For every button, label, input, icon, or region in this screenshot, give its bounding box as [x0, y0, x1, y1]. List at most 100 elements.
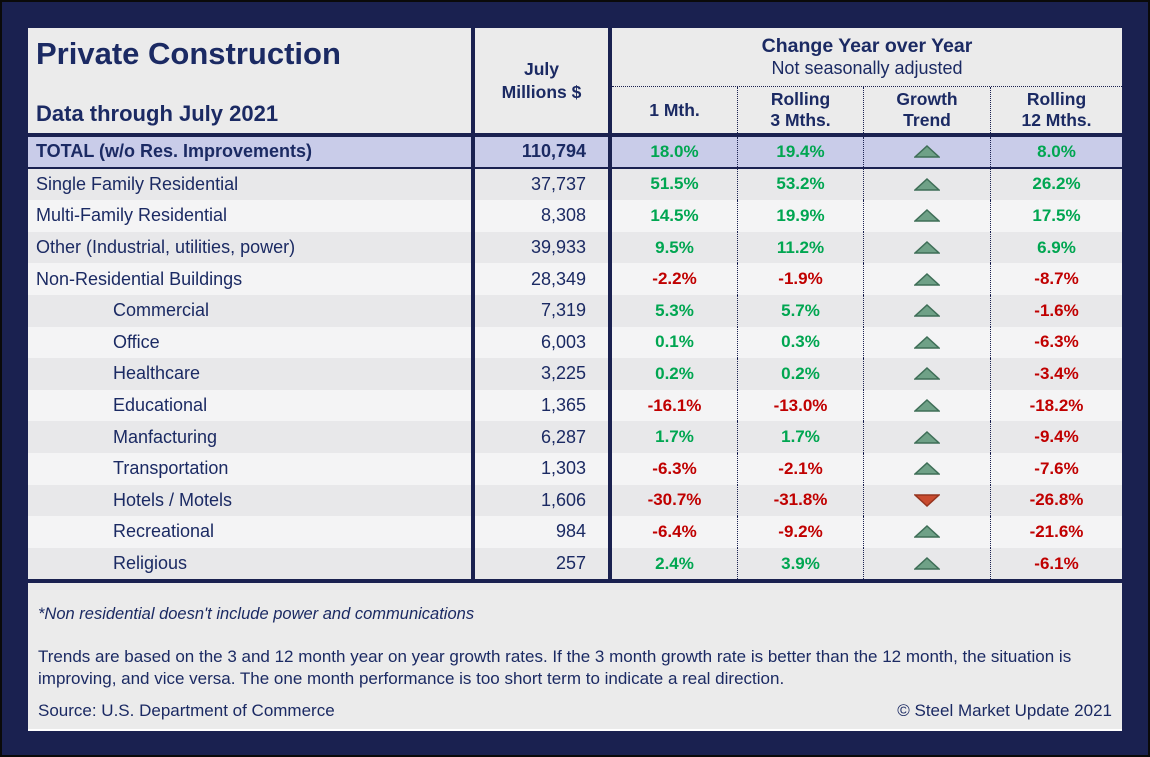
row-rolling-3mth-pct: -31.8% [737, 484, 863, 517]
row-rolling-3mth-pct: 53.2% [737, 168, 863, 201]
table-row: Transportation 1,303 -6.3% -2.1% -7.6% [28, 452, 1122, 485]
row-1mth-pct: 51.5% [650, 174, 699, 194]
change-yoy-group: Change Year over Year Not seasonally adj… [612, 28, 1122, 133]
row-label: Recreational [28, 516, 475, 548]
row-label: Non-Residential Buildings [28, 263, 475, 295]
row-growth-trend [863, 137, 990, 167]
trend-up-icon [914, 399, 940, 412]
trend-up-icon [914, 335, 940, 349]
row-value-millions: 39,933 [475, 231, 612, 264]
row-growth-trend [863, 263, 990, 295]
row-value-millions: 7,319 [475, 294, 612, 327]
row-rolling-3mth-pct: 3.9% [737, 547, 863, 580]
group-title: Change Year over Year [761, 35, 973, 57]
row-rolling-3mth-pct: 1.7% [737, 421, 863, 453]
row-growth-trend [863, 389, 990, 422]
trend-up-icon [914, 304, 940, 318]
row-value-millions: 37,737 [475, 168, 612, 201]
row-label: Religious [28, 547, 475, 580]
row-label: Healthcare [28, 358, 475, 390]
footer-bottom-row: Source: U.S. Department of Commerce © St… [38, 701, 1112, 721]
row-growth-trend [863, 547, 990, 580]
row-rolling-12mth-pct: -9.4% [990, 421, 1122, 453]
non-residential-note: *Non residential doesn't include power a… [38, 605, 475, 624]
row-rolling-3mth-pct: -2.1% [737, 452, 863, 485]
table-body: TOTAL (w/o Res. Improvements) 110,794 18… [28, 137, 1122, 584]
row-rolling-3mth-pct: -1.9% [737, 263, 863, 295]
row-growth-trend [863, 484, 990, 517]
column-header-rolling-12mths: Rolling 12 Mths. [990, 87, 1122, 133]
row-rolling-3mth-pct: 11.2% [737, 231, 863, 264]
row-growth-trend [863, 452, 990, 485]
trend-up-icon [914, 367, 940, 381]
row-value-millions: 1,365 [475, 389, 612, 422]
row-rolling-12mth-pct: -8.7% [990, 263, 1122, 295]
row-value-millions: 984 [475, 516, 612, 548]
row-rolling-12mth-pct: -3.4% [990, 358, 1122, 390]
row-1mth-pct: 0.2% [655, 363, 694, 383]
table-row: Single Family Residential 37,737 51.5% 5… [28, 168, 1122, 201]
trend-up-icon [914, 241, 940, 254]
row-value-millions: 6,003 [475, 326, 612, 359]
column-header-line2: Millions $ [501, 81, 582, 102]
trend-up-icon [914, 209, 940, 223]
copyright-text: © Steel Market Update 2021 [897, 701, 1112, 720]
row-1mth-pct: -2.2% [652, 269, 697, 289]
row-value-millions: 1,606 [475, 484, 612, 517]
table-row: Office 6,003 0.1% 0.3% -6.3% [28, 326, 1122, 359]
row-growth-trend [863, 358, 990, 390]
row-label: Educational [28, 389, 475, 422]
row-rolling-3mth-pct: -13.0% [737, 389, 863, 422]
row-1mth-pct: -6.3% [652, 458, 697, 478]
row-growth-trend [863, 326, 990, 359]
page-subtitle: Data through July 2021 [36, 101, 279, 126]
row-label: Office [28, 326, 475, 359]
row-value-millions: 28,349 [475, 263, 612, 295]
trends-explainer: Trends are based on the 3 and 12 month y… [38, 647, 1072, 689]
row-rolling-12mth-pct: 26.2% [990, 168, 1122, 201]
row-growth-trend [863, 200, 990, 232]
row-growth-trend [863, 168, 990, 201]
row-label: Transportation [28, 452, 475, 485]
trend-up-icon [914, 556, 940, 570]
row-1mth-pct: -16.1% [647, 395, 702, 415]
column-header-growth-trend: Growth Trend [863, 87, 990, 133]
row-1mth-pct: 0.1% [655, 332, 694, 352]
row-1mth-pct: 14.5% [650, 205, 699, 225]
column-header-line1: July [523, 58, 560, 79]
row-value-millions: 6,287 [475, 421, 612, 453]
row-rolling-3mth-pct: 5.7% [737, 294, 863, 327]
trend-up-icon [914, 430, 940, 444]
column-header-rolling-3mths: Rolling 3 Mths. [737, 87, 863, 133]
table-header: Private Construction Data through July 2… [28, 28, 1122, 137]
report-card: Private Construction Data through July 2… [28, 28, 1122, 731]
row-rolling-3mth-pct: 0.2% [737, 358, 863, 390]
table-row: Other (Industrial, utilities, power) 39,… [28, 231, 1122, 264]
row-rolling-12mth-pct: -7.6% [990, 452, 1122, 485]
row-value-millions: 8,308 [475, 200, 612, 232]
row-1mth-pct: 2.4% [655, 553, 694, 573]
row-rolling-12mth-pct: -18.2% [990, 389, 1122, 422]
table-row: TOTAL (w/o Res. Improvements) 110,794 18… [28, 137, 1122, 169]
table-row: Non-Residential Buildings 28,349 -2.2% -… [28, 263, 1122, 295]
row-rolling-12mth-pct: -6.3% [990, 326, 1122, 359]
column-header-1mth: 1 Mth. [649, 99, 700, 120]
trend-up-icon [914, 145, 940, 159]
row-growth-trend [863, 231, 990, 264]
table-row: Recreational 984 -6.4% -9.2% -21.6% [28, 516, 1122, 548]
row-rolling-3mth-pct: -9.2% [737, 516, 863, 548]
table-row: Hotels / Motels 1,606 -30.7% -31.8% -26.… [28, 484, 1122, 517]
row-label: Single Family Residential [28, 168, 475, 201]
row-rolling-3mth-pct: 19.4% [737, 137, 863, 167]
row-rolling-12mth-pct: 17.5% [990, 200, 1122, 232]
table-row: Manfacturing 6,287 1.7% 1.7% -9.4% [28, 421, 1122, 453]
row-label: Manfacturing [28, 421, 475, 453]
trend-up-icon [914, 462, 940, 475]
row-1mth-pct: 18.0% [650, 141, 699, 161]
trend-up-icon [914, 525, 940, 539]
source-text: Source: U.S. Department of Commerce [38, 701, 335, 720]
row-label: TOTAL (w/o Res. Improvements) [28, 137, 475, 167]
title-cell: Private Construction Data through July 2… [28, 28, 475, 133]
row-rolling-12mth-pct: -21.6% [990, 516, 1122, 548]
change-yoy-header: Change Year over Year Not seasonally adj… [612, 28, 1122, 87]
